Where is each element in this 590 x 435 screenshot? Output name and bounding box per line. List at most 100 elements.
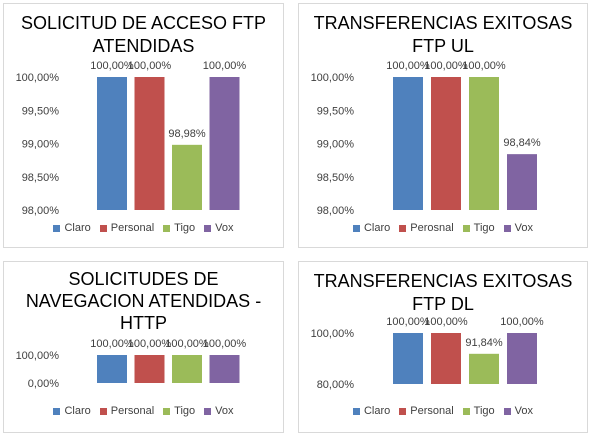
chart-title: TRANSFERENCIAS EXITOSAS FTP DL	[313, 271, 573, 314]
legend-item: Claro	[352, 222, 391, 234]
legend-label: Claro	[64, 405, 91, 417]
legend-swatch	[399, 407, 407, 415]
bar-chart-acceso-ftp: 100,00%99,50%99,00%98,50%98,00%100,00%10…	[16, 60, 247, 217]
data-label: 91,84%	[465, 337, 503, 349]
legend-label: Perosnal	[410, 222, 454, 234]
chart-legend: Claro Personal Tigo Vox	[4, 222, 283, 234]
data-label: 100,00%	[90, 338, 134, 350]
legend-swatch	[99, 407, 107, 415]
y-tick-label: 100,00%	[16, 72, 60, 84]
legend-label: Claro	[363, 405, 391, 417]
legend-item: Vox	[204, 222, 234, 234]
bar-chart-navegacion-http: 100,00%0,00%100,00%100,00%100,00%100,00%	[16, 338, 247, 390]
y-tick-label: 98,50%	[22, 172, 60, 184]
data-label: 100,00%	[424, 316, 468, 328]
legend-label: Tigo	[174, 405, 196, 417]
data-label: 100,00%	[424, 60, 468, 72]
legend-label: Personal	[410, 405, 454, 417]
legend-item: Perosnal	[399, 222, 454, 234]
legend-swatch	[503, 407, 511, 415]
legend-swatch	[53, 224, 61, 232]
legend-item: Claro	[53, 405, 91, 417]
legend-label: Personal	[110, 405, 155, 417]
legend-item: Personal	[99, 405, 155, 417]
bar-vox	[209, 77, 240, 210]
legend-item: Vox	[204, 405, 234, 417]
legend-item: Personal	[399, 405, 454, 417]
legend-item: Tigo	[462, 405, 495, 417]
chart-panel-ftp-dl: TRANSFERENCIAS EXITOSAS FTP DL 100,00% 80…	[298, 261, 588, 433]
legend-item: Vox	[503, 222, 534, 234]
chart-legend: Claro Perosnal Tigo Vox	[299, 222, 587, 234]
legend-item: Tigo	[462, 222, 495, 234]
data-label: 98,84%	[503, 137, 541, 149]
legend-swatch	[204, 224, 212, 232]
bar-claro	[97, 77, 127, 210]
chart-panel-acceso-ftp: SOLICITUD DE ACCESO FTP ATENDIDAS 100,00…	[3, 3, 284, 248]
bar-personal	[431, 333, 461, 384]
y-tick-label: 99,50%	[22, 105, 60, 117]
y-tick-label: 100,00%	[311, 328, 355, 340]
bar-chart-ftp-ul: 100,00%99,50%99,00%98,50%98,00%100,00%10…	[311, 60, 541, 217]
legend-item: Personal	[99, 222, 155, 234]
bar-tigo	[469, 353, 499, 384]
legend-label: Vox	[514, 222, 534, 234]
legend-label: Claro	[363, 222, 391, 234]
legend-swatch	[163, 407, 171, 415]
legend-swatch	[204, 407, 212, 415]
data-label: 100,00%	[203, 338, 247, 350]
legend-label: Vox	[514, 405, 534, 417]
bar-claro	[393, 333, 423, 384]
legend-swatch	[352, 407, 360, 415]
legend-swatch	[99, 224, 107, 232]
legend-label: Vox	[215, 405, 234, 417]
y-tick-label: 99,00%	[22, 139, 60, 151]
legend-label: Personal	[110, 222, 155, 234]
y-tick-label: 98,00%	[22, 205, 60, 217]
legend-item: Claro	[53, 222, 91, 234]
legend-label: Tigo	[174, 222, 196, 234]
legend-label: Claro	[64, 222, 91, 234]
data-label: 100,00%	[128, 60, 172, 72]
chart-panel-ftp-ul: TRANSFERENCIAS EXITOSAS FTP UL 100,00% 99…	[298, 3, 588, 248]
y-tick-label: 99,00%	[317, 139, 355, 151]
legend-swatch	[53, 407, 61, 415]
legend-item: Claro	[352, 405, 391, 417]
data-label: 100,00%	[90, 60, 134, 72]
chart-panel-navegacion-http: SOLICITUDES DE NAVEGACION ATENDIDAS - HT…	[3, 261, 284, 433]
legend-swatch	[462, 407, 470, 415]
bar-perosnal	[431, 77, 461, 210]
y-tick-label: 0,00%	[28, 378, 59, 390]
y-tick-label: 99,50%	[317, 105, 355, 117]
bar-vox	[507, 154, 537, 210]
legend-swatch	[462, 224, 470, 232]
chart-legend: Claro Personal Tigo Vox	[4, 405, 283, 417]
bar-vox	[507, 333, 537, 384]
legend-swatch	[163, 224, 171, 232]
bar-tigo	[172, 355, 202, 383]
data-label: 100,00%	[500, 316, 544, 328]
legend-swatch	[503, 224, 511, 232]
y-tick-label: 100,00%	[16, 350, 60, 362]
bar-tigo	[469, 77, 499, 210]
bar-chart-ftp-dl: 100,00%80,00%100,00%100,00%91,84%100,00%	[311, 316, 544, 391]
data-label: 100,00%	[386, 60, 430, 72]
legend-item: Tigo	[163, 405, 195, 417]
legend-label: Tigo	[473, 405, 495, 417]
bar-tigo	[172, 144, 202, 210]
bar-personal	[134, 77, 165, 210]
data-label: 98,98%	[168, 128, 206, 140]
bar-claro	[393, 77, 423, 210]
legend-item: Vox	[503, 405, 534, 417]
data-label: 100,00%	[128, 338, 172, 350]
data-label: 100,00%	[386, 316, 430, 328]
legend-item: Tigo	[163, 222, 195, 234]
y-tick-label: 80,00%	[317, 379, 355, 391]
y-tick-label: 98,00%	[317, 205, 355, 217]
legend-swatch	[352, 224, 360, 232]
data-label: 100,00%	[165, 338, 209, 350]
legend-label: Vox	[215, 222, 234, 234]
data-label: 100,00%	[203, 60, 247, 72]
chart-title: SOLICITUD DE ACCESO FTP ATENDIDAS	[20, 13, 267, 56]
y-tick-label: 98,50%	[317, 172, 355, 184]
